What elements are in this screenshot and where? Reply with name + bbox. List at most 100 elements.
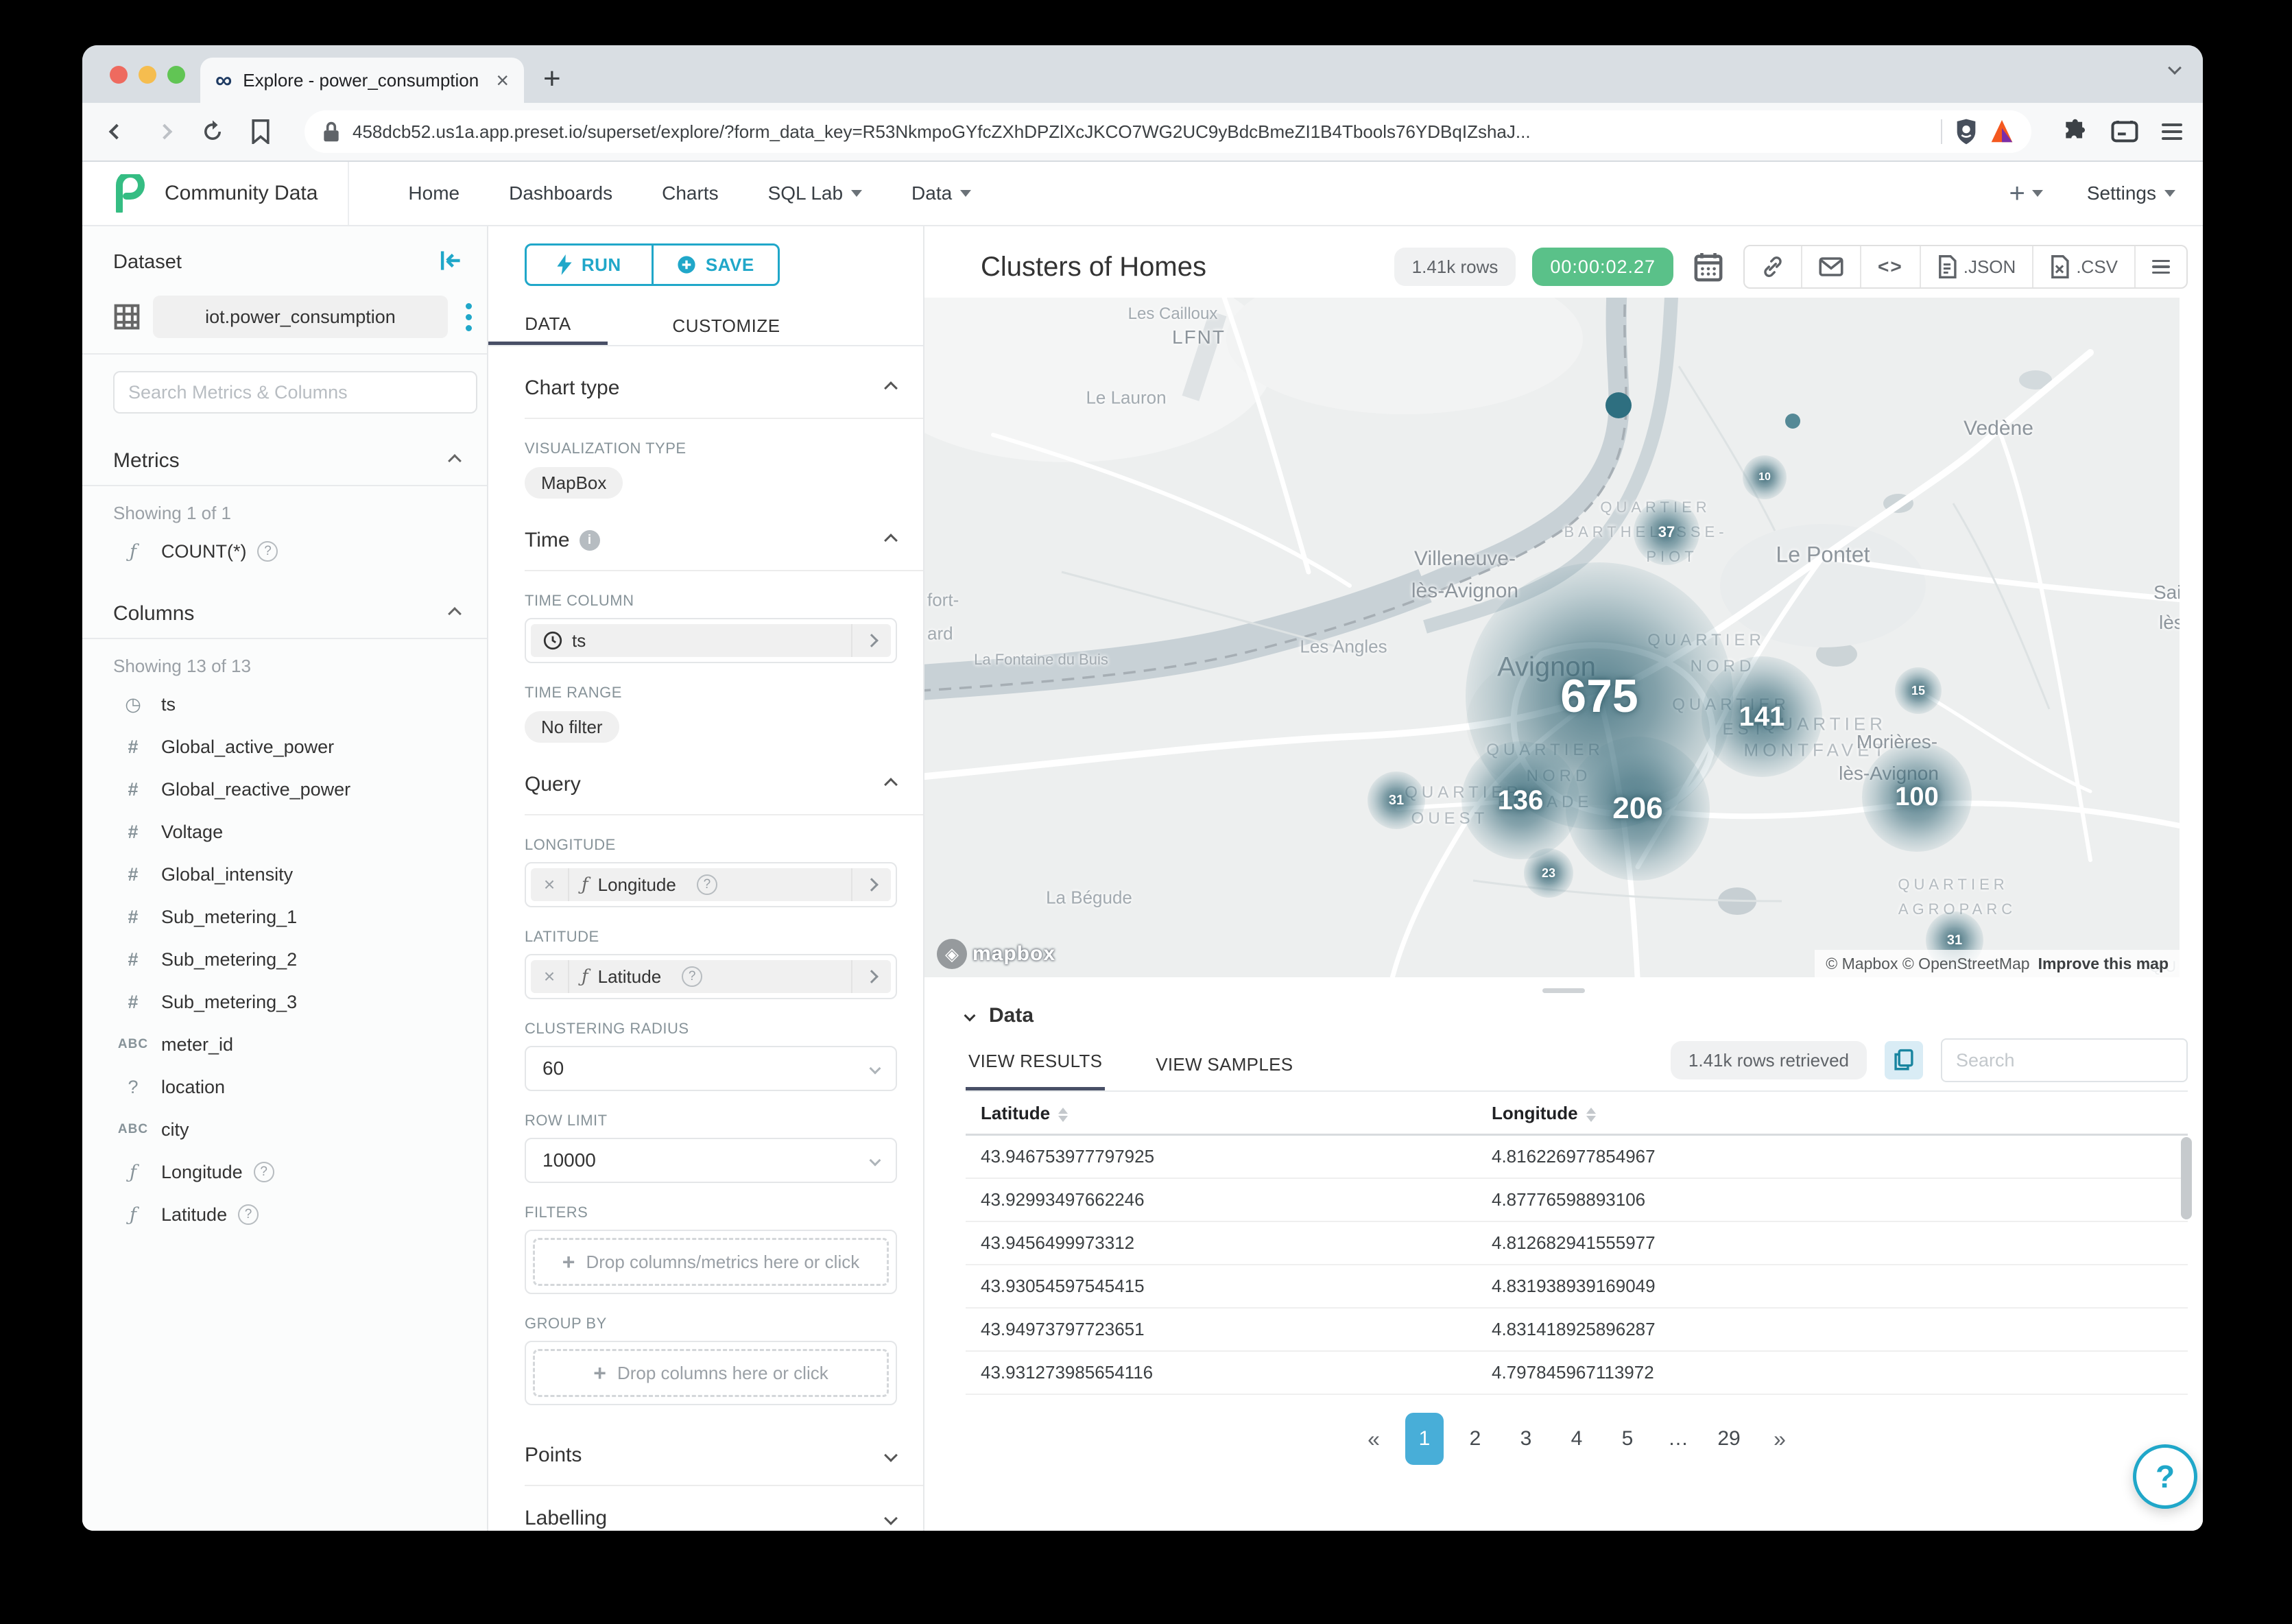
browser-tab[interactable]: ∞ Explore - power_consumption × bbox=[200, 58, 524, 103]
workspace-brand[interactable]: Community Data bbox=[111, 162, 349, 225]
copy-link-button[interactable] bbox=[1745, 246, 1802, 287]
column-item[interactable]: ƒLatitude? bbox=[113, 1199, 477, 1230]
row-limit-select[interactable]: 10000 bbox=[525, 1138, 897, 1183]
collapse-data-icon[interactable] bbox=[964, 1010, 976, 1022]
metric-item[interactable]: ƒ COUNT(*) ? bbox=[113, 536, 477, 566]
brave-shield-icon[interactable] bbox=[1955, 118, 1978, 145]
remove-icon[interactable]: × bbox=[531, 868, 569, 901]
pagination-page-1[interactable]: 1 bbox=[1405, 1413, 1444, 1465]
profile-card-icon[interactable] bbox=[2111, 119, 2138, 145]
nav-item-charts[interactable]: Charts bbox=[662, 182, 718, 204]
metrics-section-header[interactable]: Metrics bbox=[113, 449, 477, 473]
panel-resize-handle[interactable] bbox=[1542, 988, 1585, 993]
column-item[interactable]: ABCcity bbox=[113, 1114, 477, 1145]
pagination-page-2[interactable]: 2 bbox=[1456, 1413, 1494, 1465]
column-item[interactable]: ◷ts bbox=[113, 689, 477, 719]
pagination-page-3[interactable]: 3 bbox=[1507, 1413, 1545, 1465]
email-button[interactable] bbox=[1802, 246, 1861, 287]
filters-dropzone[interactable]: +Drop columns/metrics here or click bbox=[525, 1230, 897, 1294]
tab-data[interactable]: DATA bbox=[488, 307, 608, 345]
map-cluster[interactable]: 10 bbox=[1743, 455, 1787, 499]
pagination-page-5[interactable]: 5 bbox=[1608, 1413, 1647, 1465]
group-by-dropzone[interactable]: +Drop columns here or click bbox=[525, 1341, 897, 1405]
remove-icon[interactable]: × bbox=[531, 960, 569, 993]
map-cluster[interactable]: 136 bbox=[1461, 741, 1579, 859]
help-icon[interactable]: ? bbox=[682, 966, 702, 987]
new-item-button[interactable]: + bbox=[2009, 178, 2042, 209]
save-button[interactable]: SAVE bbox=[654, 246, 778, 284]
column-item[interactable]: #Voltage bbox=[113, 817, 477, 847]
time-section-header[interactable]: Timei bbox=[525, 529, 923, 571]
pagination-page-...[interactable]: … bbox=[1659, 1413, 1697, 1465]
column-item[interactable]: #Sub_metering_1 bbox=[113, 902, 477, 932]
results-search-input[interactable] bbox=[1941, 1038, 2188, 1082]
improve-map-link[interactable]: Improve this map bbox=[2038, 955, 2169, 973]
help-button[interactable]: ? bbox=[2133, 1444, 2197, 1509]
column-item[interactable]: ?location bbox=[113, 1072, 477, 1102]
tab-view-samples[interactable]: VIEW SAMPLES bbox=[1153, 1040, 1296, 1090]
settings-menu[interactable]: Settings bbox=[2087, 182, 2175, 204]
reload-button[interactable] bbox=[199, 118, 226, 145]
nav-item-sql-lab[interactable]: SQL Lab bbox=[768, 182, 862, 204]
extensions-puzzle-icon[interactable] bbox=[2062, 119, 2088, 145]
mapbox-logo[interactable]: ◈mapbox bbox=[937, 939, 1055, 969]
pagination-prev[interactable]: « bbox=[1354, 1413, 1393, 1465]
time-range-value[interactable]: No filter bbox=[525, 711, 619, 743]
columns-section-header[interactable]: Columns bbox=[113, 602, 477, 625]
query-section-header[interactable]: Query bbox=[525, 773, 923, 815]
tab-customize[interactable]: CUSTOMIZE bbox=[608, 307, 845, 345]
browser-menu-icon[interactable] bbox=[2162, 119, 2182, 144]
export-csv-button[interactable]: .CSV bbox=[2033, 246, 2136, 287]
column-item[interactable]: ƒLongitude? bbox=[113, 1157, 477, 1187]
viz-type-value[interactable]: MapBox bbox=[525, 467, 623, 499]
pagination-next[interactable]: » bbox=[1760, 1413, 1799, 1465]
map-cluster[interactable]: 15 bbox=[1895, 667, 1942, 714]
column-header-latitude[interactable]: Latitude bbox=[966, 1092, 1477, 1135]
export-json-button[interactable]: .JSON bbox=[1921, 246, 2034, 287]
chart-type-section-header[interactable]: Chart type bbox=[525, 377, 923, 419]
tab-view-results[interactable]: VIEW RESULTS bbox=[966, 1037, 1105, 1090]
mapbox-cluster-map[interactable]: Les CaillouxLFNTLe Lauronfort-ardLa Font… bbox=[924, 298, 2180, 977]
metrics-columns-search-input[interactable] bbox=[113, 371, 477, 414]
column-item[interactable]: #Sub_metering_3 bbox=[113, 987, 477, 1017]
column-item[interactable]: #Global_active_power bbox=[113, 732, 477, 762]
map-cluster[interactable]: 31 bbox=[1368, 772, 1425, 829]
clustering-radius-select[interactable]: 60 bbox=[525, 1046, 897, 1091]
column-item[interactable]: #Sub_metering_2 bbox=[113, 944, 477, 975]
column-help-icon[interactable]: ? bbox=[254, 1162, 274, 1182]
column-item[interactable]: #Global_intensity bbox=[113, 859, 477, 889]
map-point[interactable] bbox=[1605, 392, 1632, 418]
map-point[interactable] bbox=[1785, 414, 1800, 429]
close-window-button[interactable] bbox=[110, 66, 128, 84]
help-icon[interactable]: ? bbox=[697, 874, 717, 895]
forward-button[interactable] bbox=[151, 118, 178, 145]
minimize-window-button[interactable] bbox=[139, 66, 156, 84]
metric-help-icon[interactable]: ? bbox=[257, 541, 278, 562]
dataset-options-icon[interactable] bbox=[460, 303, 477, 331]
nav-item-dashboards[interactable]: Dashboards bbox=[509, 182, 612, 204]
url-bar[interactable]: 458dcb52.us1a.app.preset.io/superset/exp… bbox=[305, 110, 2031, 153]
chart-menu-icon[interactable] bbox=[2136, 246, 2186, 287]
brave-rewards-triangle-icon[interactable] bbox=[1990, 119, 2014, 145]
tab-search-icon[interactable] bbox=[2170, 63, 2180, 76]
latitude-field[interactable]: × ƒLatitude? bbox=[525, 954, 897, 999]
maximize-window-button[interactable] bbox=[167, 66, 185, 84]
map-cluster[interactable]: 37 bbox=[1634, 499, 1699, 565]
run-button[interactable]: RUN bbox=[527, 246, 654, 284]
pagination-page-4[interactable]: 4 bbox=[1557, 1413, 1596, 1465]
time-column-field[interactable]: ts bbox=[525, 618, 897, 663]
nav-item-data[interactable]: Data bbox=[911, 182, 971, 204]
collapse-panel-icon[interactable] bbox=[439, 250, 462, 275]
labelling-section-header[interactable]: Labelling bbox=[525, 1507, 923, 1531]
table-scrollbar[interactable] bbox=[2181, 1137, 2192, 1219]
nav-item-home[interactable]: Home bbox=[408, 182, 459, 204]
bookmark-icon[interactable] bbox=[247, 118, 274, 145]
cached-calendar-icon[interactable] bbox=[1690, 252, 1727, 282]
info-icon[interactable]: i bbox=[580, 530, 600, 551]
dataset-name[interactable]: iot.power_consumption bbox=[153, 296, 448, 338]
map-cluster[interactable]: 100 bbox=[1862, 742, 1972, 852]
pagination-page-29[interactable]: 29 bbox=[1710, 1413, 1748, 1465]
new-tab-button[interactable]: + bbox=[543, 62, 561, 103]
copy-data-button[interactable] bbox=[1885, 1041, 1923, 1079]
column-item[interactable]: #Global_reactive_power bbox=[113, 774, 477, 804]
